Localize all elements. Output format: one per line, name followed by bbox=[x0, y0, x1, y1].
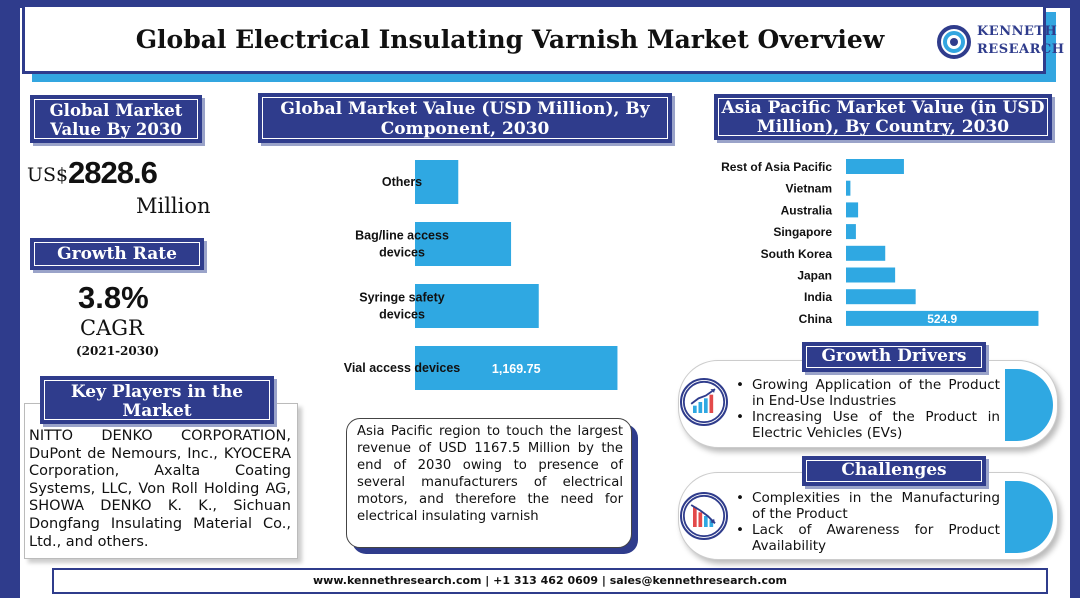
cagr-period: (2021-2030) bbox=[76, 344, 160, 358]
bar bbox=[415, 160, 459, 204]
bar bbox=[846, 202, 859, 218]
data-label: 1,169.75 bbox=[492, 362, 541, 376]
category-label: Others bbox=[382, 175, 422, 189]
rising-chart-icon bbox=[680, 378, 728, 426]
growth-rate-heading: Growth Rate bbox=[30, 238, 204, 270]
category-label: Japan bbox=[797, 269, 832, 283]
country-bar-chart: Rest of Asia Pacific Vietnam Australia Sing… bbox=[721, 159, 1039, 326]
callout-text: Asia Pacific region to touch the largest… bbox=[357, 424, 623, 524]
category-label: Australia bbox=[781, 203, 833, 217]
challenge-item: Complexities in the Manufacturing of the… bbox=[736, 490, 1000, 522]
growth-drivers-heading: Growth Drivers bbox=[802, 342, 986, 372]
bar bbox=[415, 284, 539, 328]
category-label: Rest of Asia Pacific bbox=[721, 160, 832, 174]
bar bbox=[846, 267, 896, 283]
category-label: devices bbox=[379, 308, 425, 322]
category-label: Vial access devices bbox=[344, 361, 461, 375]
category-label: India bbox=[804, 290, 832, 304]
asia-pacific-callout: Asia Pacific region to touch the largest… bbox=[346, 418, 632, 548]
key-players-box: NITTO DENKO CORPORATION, DuPont de Nemou… bbox=[24, 403, 298, 559]
bar bbox=[415, 346, 618, 390]
challenge-item: Lack of Awareness for Product Availabili… bbox=[736, 522, 1000, 554]
country-chart-heading: Asia Pacific Market Value (in USD Millio… bbox=[714, 94, 1052, 140]
bar bbox=[846, 310, 1039, 326]
growth-drivers-list: Growing Application of the Product in En… bbox=[736, 377, 1000, 441]
contact-footer: www.kennethresearch.com | +1 313 462 060… bbox=[52, 568, 1048, 594]
currency-label: US$ bbox=[27, 164, 69, 186]
key-players-text: NITTO DENKO CORPORATION, DuPont de Nemou… bbox=[29, 428, 291, 550]
component-bar-chart: Others Bag/line access devices Syringe safe… bbox=[344, 160, 618, 390]
growth-rate-value: 3.8% bbox=[78, 280, 149, 315]
right-border bbox=[1070, 0, 1080, 598]
market-value-number: 2828.6 bbox=[68, 155, 158, 190]
company-logo: KENNETH RESEARCH bbox=[937, 21, 1064, 65]
key-players-heading: Key Players in the Market bbox=[40, 376, 274, 424]
data-label: 524.9 bbox=[927, 312, 957, 326]
category-label: Syringe safety bbox=[359, 291, 445, 305]
growth-driver-item: Growing Application of the Product in En… bbox=[736, 377, 1000, 409]
challenges-heading: Challenges bbox=[802, 456, 986, 486]
page-title: Global Electrical Insulating Varnish Mar… bbox=[135, 25, 885, 54]
logo-line2: RESEARCH bbox=[977, 42, 1065, 57]
bar bbox=[846, 180, 851, 196]
category-label: Bag/line access bbox=[355, 229, 449, 243]
title-banner: Global Electrical Insulating Varnish Mar… bbox=[22, 4, 1064, 74]
category-label: Vietnam bbox=[786, 182, 832, 196]
cagr-label: CAGR bbox=[80, 316, 144, 340]
market-value-unit: Million bbox=[136, 194, 211, 218]
category-label: China bbox=[799, 312, 833, 326]
category-label: Singapore bbox=[773, 225, 832, 239]
challenges-list: Complexities in the Manufacturing of the… bbox=[736, 490, 1000, 554]
logo-line1: KENNETH bbox=[977, 24, 1058, 39]
market-value-heading: Global Market Value By 2030 bbox=[30, 95, 202, 143]
bar bbox=[846, 159, 904, 174]
component-chart-heading: Global Market Value (USD Million), By Co… bbox=[258, 93, 672, 143]
bar bbox=[846, 224, 856, 240]
bar bbox=[846, 289, 916, 305]
category-label: devices bbox=[379, 246, 425, 260]
bar bbox=[415, 222, 512, 266]
category-label: South Korea bbox=[761, 247, 833, 261]
left-border bbox=[0, 0, 20, 598]
bar bbox=[846, 245, 886, 261]
logo-swirl-icon bbox=[937, 25, 971, 59]
growth-driver-item: Increasing Use of the Product in Electri… bbox=[736, 409, 1000, 441]
declining-chart-icon bbox=[680, 492, 728, 540]
